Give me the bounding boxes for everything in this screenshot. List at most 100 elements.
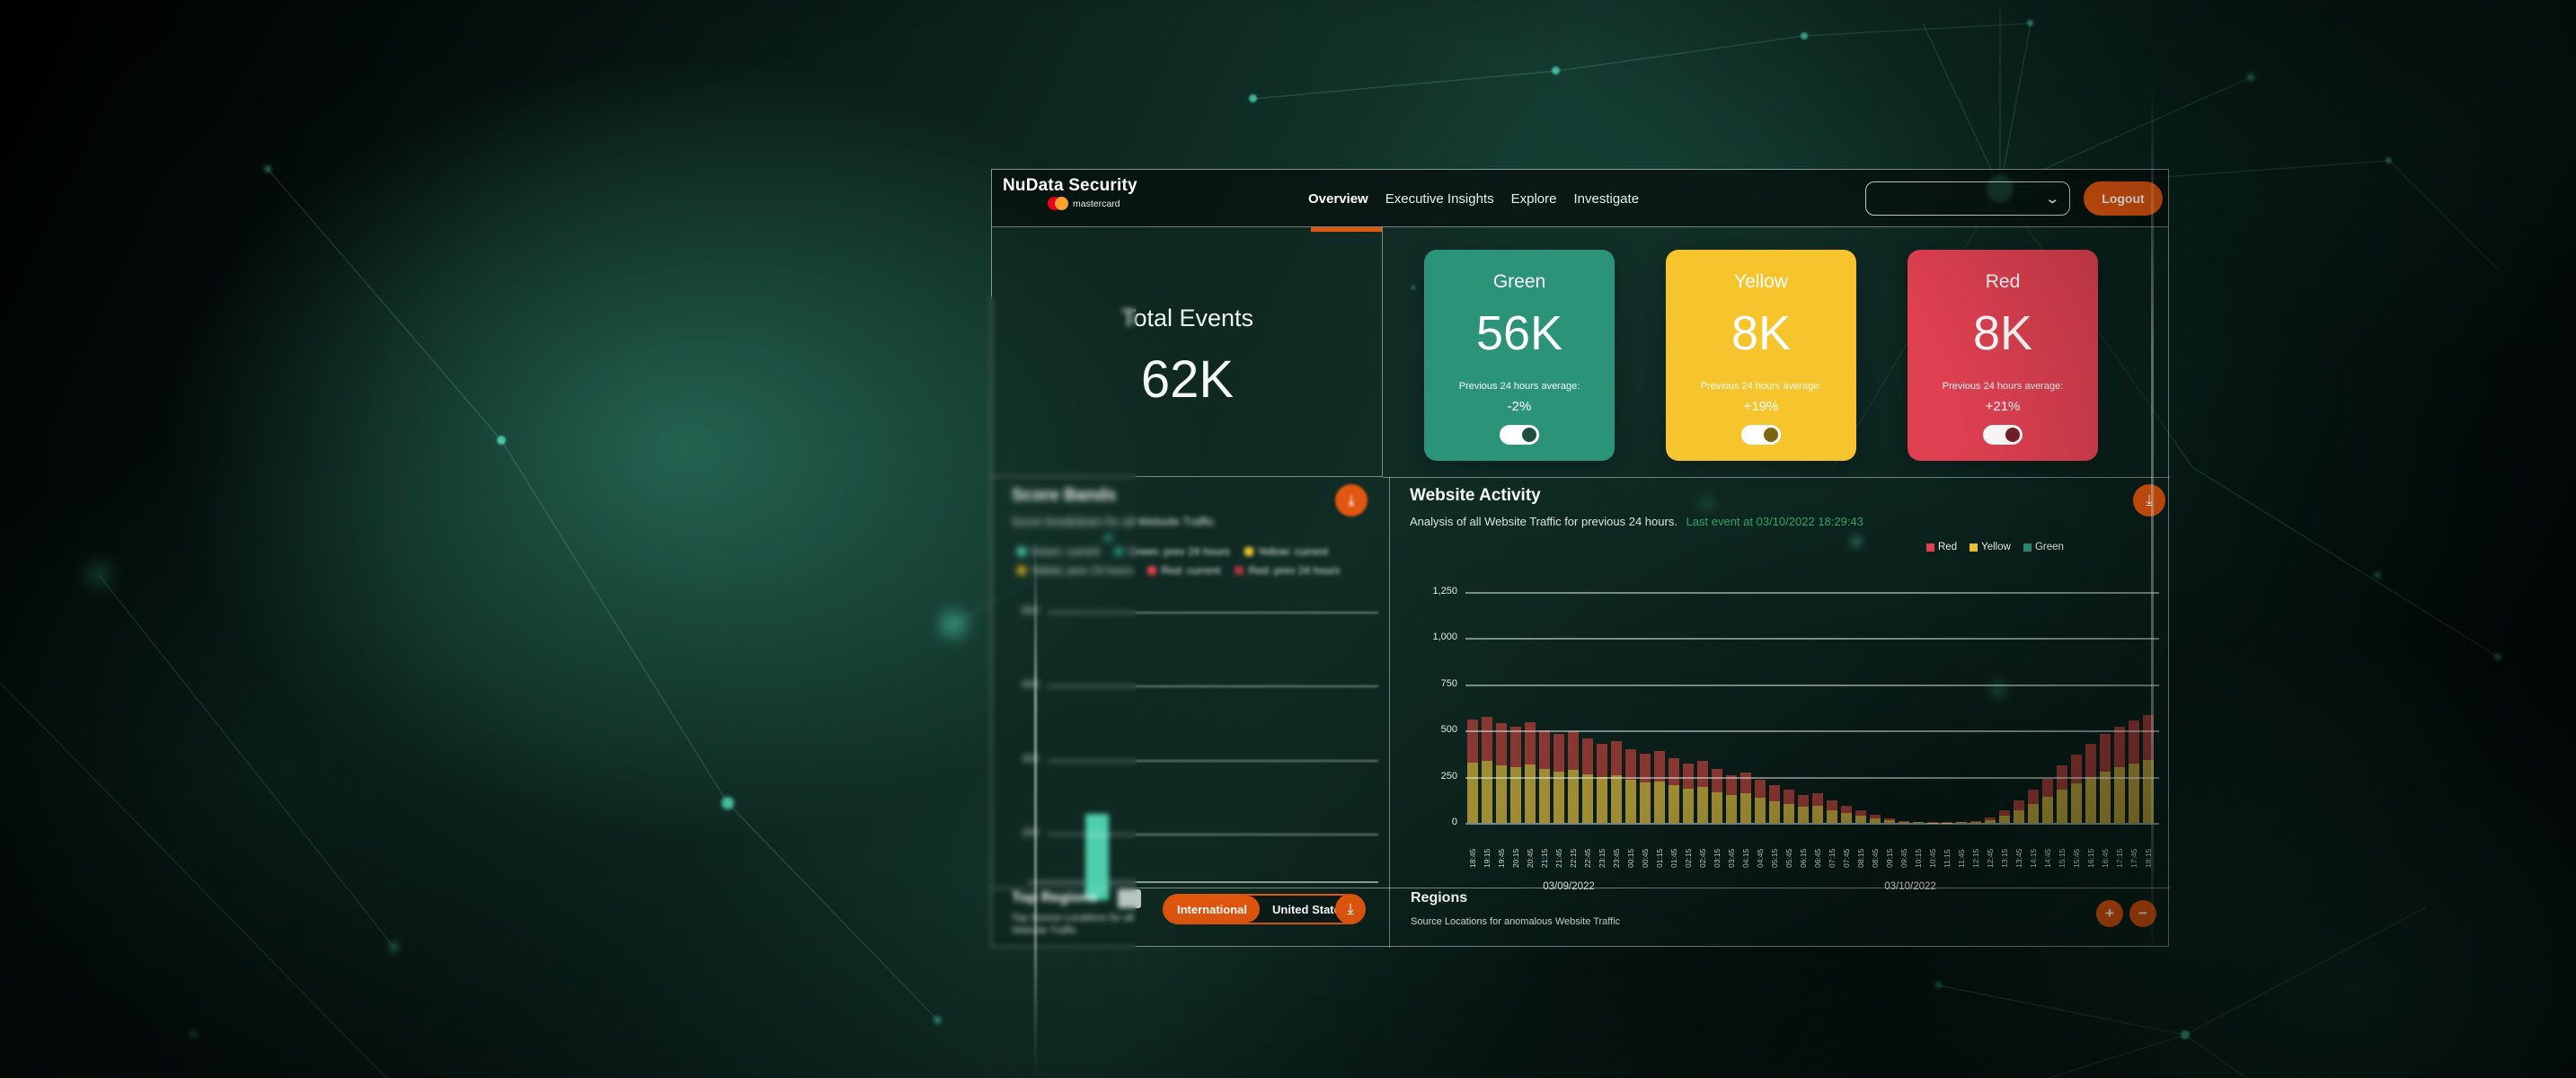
x-tick-label: 16:45	[2101, 848, 2110, 868]
card-value: 56K	[1475, 306, 1563, 360]
toggle-option-international[interactable]: International	[1164, 896, 1261, 923]
website-activity-x-axis-labels: 18:45 19:15 19:45 20:15 20:45 21:15 21:45 22:15…	[1465, 826, 2159, 868]
website-activity-download-button[interactable]: ⤓	[2133, 484, 2165, 517]
x-tick-label: 22:15	[1569, 848, 1578, 868]
score-bands-gridline	[1048, 760, 1378, 762]
bar-segment-red	[1798, 795, 1809, 808]
bar-segment-yellow	[2057, 790, 2067, 823]
bar-segment-red	[2071, 754, 2082, 783]
download-icon: ⤓	[1347, 900, 1354, 917]
x-tick-label: 22:45	[1583, 848, 1592, 868]
toggle-knob	[1522, 428, 1536, 442]
x-axis-date-label: 03/10/2022	[1884, 881, 1936, 892]
x-tick-label: 19:15	[1483, 848, 1492, 868]
score-bands-subtitle: Score breakdown for all Website Traffic	[1012, 515, 1215, 528]
website-activity-gridline	[1465, 730, 2159, 732]
stacked-bar	[2071, 754, 2082, 823]
region-scope-toggle: International United States	[1163, 894, 1362, 924]
x-tick-label: 02:15	[1684, 848, 1693, 868]
stacked-bar	[1669, 758, 1679, 823]
bar-segment-yellow	[2100, 771, 2111, 823]
last-event-timestamp: Last event at 03/10/2022 18:29:43	[1686, 515, 1863, 528]
stacked-bar	[2085, 743, 2096, 823]
bar-segment-yellow	[1784, 803, 1794, 823]
bar-segment-red	[1812, 793, 1823, 806]
mastercard-wordmark: mastercard	[1073, 198, 1120, 209]
x-tick-label: 00:45	[1641, 848, 1650, 868]
website-activity-gridline	[1465, 638, 2159, 640]
bar-segment-yellow	[2085, 776, 2096, 823]
x-tick-label: 20:45	[1526, 848, 1535, 868]
x-tick-label: 13:45	[2014, 848, 2023, 868]
mastercard-orange-circle-icon	[1055, 197, 1068, 210]
bar-segment-yellow	[2114, 766, 2125, 823]
bar-segment-yellow	[1496, 764, 1507, 823]
legend-color-square	[1970, 543, 1978, 552]
bar-segment-red	[1784, 790, 1794, 804]
bar-segment-yellow	[1740, 793, 1751, 823]
legend-color-square	[1926, 543, 1934, 552]
bar-segment-red	[2085, 743, 2096, 777]
legend-item: Red: prev 24 hours	[1235, 564, 1340, 577]
x-axis-date-label: 03/09/2022	[1543, 881, 1595, 892]
x-tick-label: 08:15	[1856, 848, 1865, 868]
bar-segment-red	[1827, 800, 1837, 810]
regions-title: Regions	[1411, 890, 1468, 906]
bar-segment-yellow	[2071, 782, 2082, 823]
bar-segment-yellow	[1654, 781, 1665, 823]
map-zoom-in-button[interactable]: +	[2096, 900, 2123, 927]
x-tick-label: 15:45	[2072, 848, 2081, 868]
x-tick-label: 00:15	[1626, 848, 1635, 868]
x-tick-label: 03:45	[1727, 848, 1736, 868]
website-activity-chart	[1465, 592, 2159, 825]
background-node-dot	[87, 563, 111, 587]
card-average-label: Previous 24 hours average:	[1942, 381, 2064, 392]
background-node-dot	[2374, 571, 2381, 579]
bar-segment-red	[1841, 805, 1852, 813]
card-label: Green	[1492, 271, 1546, 292]
score-bands-download-button[interactable]: ⤓	[1335, 484, 1368, 517]
toggle-knob	[1764, 428, 1778, 442]
bar-segment-yellow	[1669, 785, 1679, 823]
website-activity-bars	[1467, 592, 2159, 823]
bar-segment-yellow	[1525, 764, 1536, 823]
download-icon: ⤓	[1348, 491, 1355, 508]
card-average-label: Previous 24 hours average:	[1700, 381, 1822, 392]
top-regions-subtitle: Top Source Locations for all Website Tra…	[1012, 912, 1134, 937]
nav-item-executive-insights[interactable]: Executive Insights	[1385, 190, 1494, 207]
card-toggle-switch[interactable]	[1500, 425, 1539, 445]
card-delta-value: -2%	[1507, 399, 1532, 414]
nav-item-investigate[interactable]: Investigate	[1573, 190, 1640, 207]
nav-item-overview[interactable]: Overview	[1308, 190, 1368, 207]
account-dropdown[interactable]: ⌄	[1865, 181, 2070, 216]
map-view-icon[interactable]	[1118, 889, 1141, 908]
x-tick-label: 05:15	[1770, 848, 1779, 868]
x-tick-label: 06:15	[1799, 848, 1808, 868]
background-node-dot	[264, 165, 271, 172]
brand-title: NuData Security	[1003, 176, 1138, 195]
background-node-dot	[497, 436, 506, 445]
stacked-bar	[1999, 809, 2010, 823]
legend-item: Green: current	[1017, 545, 1100, 558]
bar-segment-red	[1539, 730, 1550, 770]
bar-segment-red	[1611, 740, 1622, 775]
website-activity-y-tick: 1,000	[1432, 632, 1457, 642]
x-tick-label: 18:45	[1468, 848, 1477, 868]
background-node-dot	[934, 1016, 942, 1024]
legend-label: Green	[2034, 542, 2064, 552]
x-tick-label: 03:15	[1713, 848, 1722, 868]
background-node-dot	[2386, 157, 2392, 163]
nav-item-explore[interactable]: Explore	[1510, 190, 1557, 207]
card-toggle-switch[interactable]	[1983, 425, 2023, 445]
bar-segment-red	[1510, 727, 1521, 767]
x-tick-label: 01:15	[1655, 848, 1664, 868]
stacked-bar	[1640, 753, 1651, 823]
stacked-bar	[1597, 743, 1607, 823]
background-node-dot	[1935, 982, 1942, 988]
legend-item: Green	[2023, 542, 2064, 552]
x-tick-label: 21:15	[1540, 848, 1549, 868]
card-toggle-switch[interactable]	[1741, 425, 1781, 445]
website-activity-gridline	[1465, 777, 2159, 779]
card-average-label: Previous 24 hours average:	[1458, 381, 1580, 392]
top-regions-download-button[interactable]: ⤓	[1335, 894, 1366, 924]
